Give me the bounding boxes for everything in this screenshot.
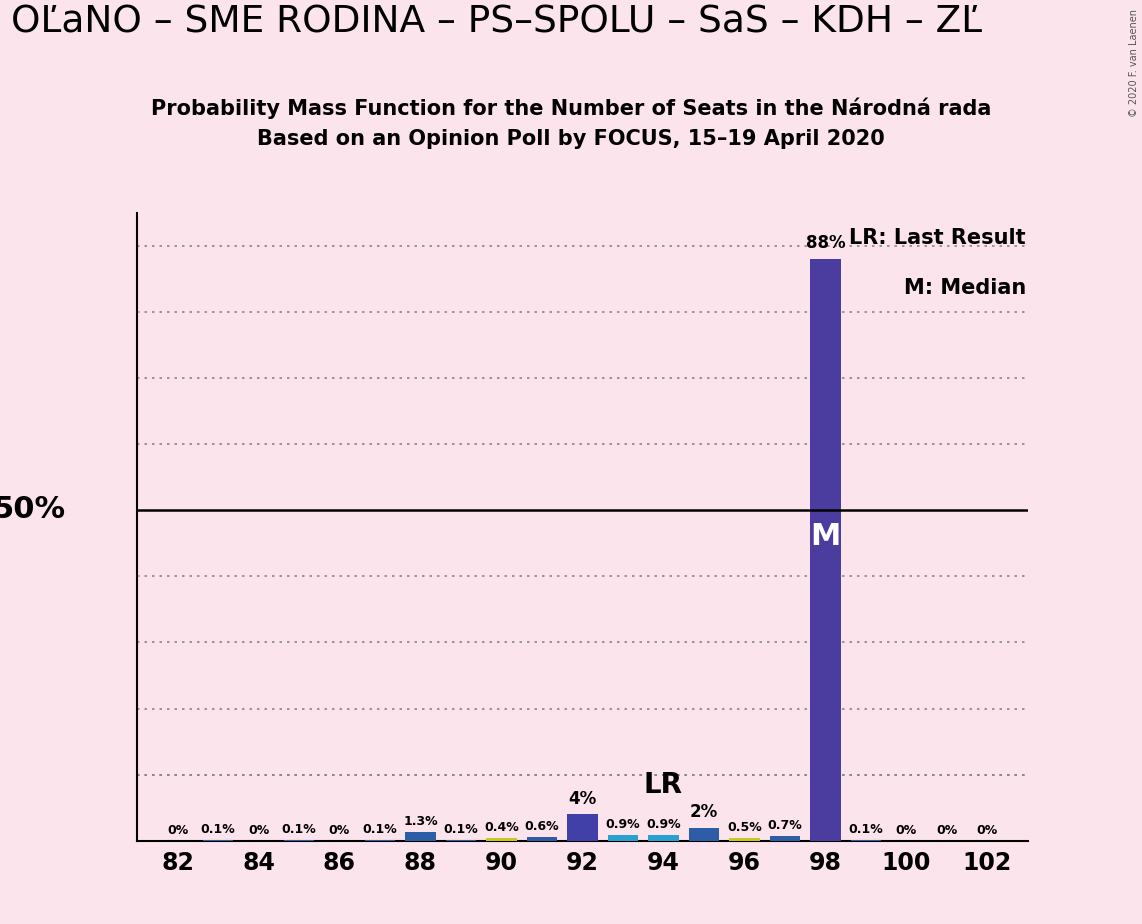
Bar xyxy=(770,836,801,841)
Text: 0.1%: 0.1% xyxy=(201,823,235,836)
Text: OĽaNO – SME RODINA – PS–SPOLU – SaS – KDH – ZĽ: OĽaNO – SME RODINA – PS–SPOLU – SaS – KD… xyxy=(11,5,982,41)
Text: 0.1%: 0.1% xyxy=(849,823,883,836)
Bar xyxy=(689,828,719,841)
Text: 0.6%: 0.6% xyxy=(524,820,560,833)
Bar xyxy=(608,835,638,841)
Text: 0%: 0% xyxy=(248,824,270,837)
Text: 0%: 0% xyxy=(329,824,351,837)
Text: 0.7%: 0.7% xyxy=(767,820,802,833)
Text: 0%: 0% xyxy=(976,824,998,837)
Text: 88%: 88% xyxy=(805,234,845,252)
Text: 50%: 50% xyxy=(0,495,66,524)
Text: 0.1%: 0.1% xyxy=(282,823,316,836)
Text: 4%: 4% xyxy=(569,790,596,808)
Text: 0.5%: 0.5% xyxy=(727,821,762,833)
Bar xyxy=(405,833,435,841)
Text: 2%: 2% xyxy=(690,803,718,821)
Text: M: Median: M: Median xyxy=(903,278,1026,298)
Text: 0%: 0% xyxy=(936,824,957,837)
Bar xyxy=(649,835,678,841)
Bar xyxy=(810,259,841,841)
Text: Based on an Opinion Poll by FOCUS, 15–19 April 2020: Based on an Opinion Poll by FOCUS, 15–19… xyxy=(257,129,885,150)
Text: 0.9%: 0.9% xyxy=(605,818,641,831)
Text: 0.9%: 0.9% xyxy=(646,818,681,831)
Text: 0.1%: 0.1% xyxy=(443,823,478,836)
Text: M: M xyxy=(810,522,841,551)
Text: 1.3%: 1.3% xyxy=(403,815,437,828)
Text: 0.4%: 0.4% xyxy=(484,821,518,834)
Text: © 2020 F. van Laenen: © 2020 F. van Laenen xyxy=(1129,9,1139,117)
Text: Probability Mass Function for the Number of Seats in the Národná rada: Probability Mass Function for the Number… xyxy=(151,97,991,118)
Bar xyxy=(486,838,516,841)
Text: LR: LR xyxy=(644,771,683,798)
Bar xyxy=(730,837,759,841)
Text: 0%: 0% xyxy=(895,824,917,837)
Bar xyxy=(568,814,597,841)
Text: LR: Last Result: LR: Last Result xyxy=(850,228,1026,249)
Text: 0.1%: 0.1% xyxy=(363,823,397,836)
Bar xyxy=(526,837,557,841)
Text: 0%: 0% xyxy=(167,824,188,837)
